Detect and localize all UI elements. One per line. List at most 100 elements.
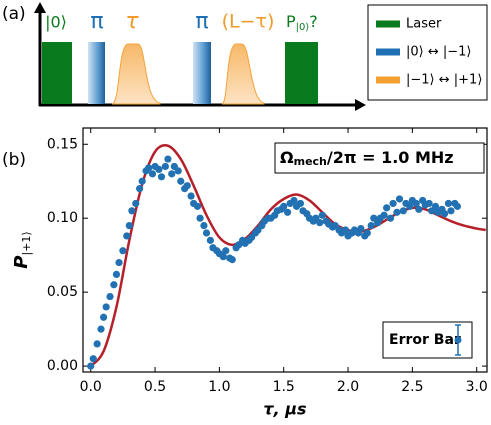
legend-label: |0⟩ ↔ |−1⟩ [406,45,472,60]
y-axis-label-main: P [11,256,32,269]
data-point [386,214,395,222]
data-point [283,208,292,216]
x-tick-label: 2.5 [401,379,423,395]
data-point [399,207,407,215]
data-point [290,196,298,205]
data-point [431,202,440,210]
pulse-label-end: ? [309,12,318,31]
data-point [280,202,288,210]
pulse-label: (L−τ) [222,11,275,33]
data-point [145,164,153,172]
mech-pulse [111,43,161,105]
data-point [115,258,123,267]
pulse-label: |0⟩ [45,13,67,32]
data-point [447,207,455,215]
y-tick-label: 0.10 [47,210,78,226]
data-point [193,202,202,210]
data-point [132,199,140,208]
data-point [389,199,397,208]
y-tick-label: 0.05 [47,284,78,300]
data-point [106,292,114,301]
laser-pulse [285,42,318,104]
pulse-label-main: P [286,12,296,31]
data-point [177,177,185,185]
data-point [148,170,157,178]
data-point [174,167,182,175]
data-point [110,281,118,289]
y-axis-label-sub: |+1⟩ [20,231,33,255]
legend-label: Laser [406,17,442,32]
pulse-label: π [90,9,103,34]
panel-a: (a) |0⟩ π τ π (L−τ) P|0⟩? Laser |0⟩ ↔ |−… [2,2,488,111]
data-point [383,204,391,212]
data-point [119,247,127,255]
data-point [219,253,227,261]
data-point [196,214,204,222]
data-point [395,195,404,203]
annotation-box [274,142,485,174]
data-point [228,256,236,264]
error-bar-label: Error Bar [389,332,461,348]
data-point [123,232,131,240]
data-point [125,222,133,230]
pulse-label: π [195,9,208,34]
x-tick-label: 0.5 [144,379,166,395]
data-point [168,170,176,178]
annotation-rest: /2π = 1.0 MHz [327,148,454,167]
data-point [164,155,172,163]
plot-frame [82,127,488,373]
data-point [155,165,163,174]
arrow-head [34,2,46,13]
y-axis-label: P|+1⟩ [11,231,33,268]
data-point [296,199,305,208]
data-point [440,210,449,218]
data-point [222,247,230,255]
data-point [138,177,146,185]
data-point [453,202,462,210]
x-tick-label: 1.0 [208,379,230,395]
mech-pulse [221,43,265,105]
x-tick-label: 3.0 [466,379,488,395]
pulse-label-sub: |0⟩ [296,22,310,33]
x-tick-label: 0.0 [80,379,102,395]
error-bar-point [454,336,462,344]
data-point [318,211,326,219]
annotation-sub: mech [294,155,327,168]
x-axis-label: τ, μs [263,400,306,419]
annotation: Ωmech/2π = 1.0 MHz [280,148,454,169]
mw-pulse [88,42,105,104]
data-point [415,205,423,213]
data-point [99,313,108,321]
data-point [200,222,208,230]
y-tick-label: 0.15 [47,136,78,152]
data-point [93,340,101,348]
data-point [380,211,388,219]
data-point [97,325,105,333]
x-tick-label: 2.0 [337,379,359,395]
x-tick-label: 1.5 [273,379,295,395]
data-point [187,192,195,200]
data-point [341,226,350,234]
panel-b: (b) τ, μs P|+1⟩ 0.0 0.5 1.0 1.5 2.0 2.5 3.0 0.0… [2,127,488,419]
legend-label: |−1⟩ ↔ |+1⟩ [406,73,482,88]
data-point [406,202,414,210]
laser-pulse [42,42,72,104]
annotation-main: Ω [280,148,294,167]
fit-line [89,144,486,367]
panel-label: (b) [2,150,26,170]
data-point [89,355,97,363]
data-point [367,222,375,230]
data-point [206,236,214,244]
data-point [112,270,121,278]
data-point [161,162,169,171]
data-point [202,229,211,237]
data-point [363,229,371,237]
data-point [183,182,191,190]
data-point [412,199,420,208]
data-point [444,199,453,208]
arrow-head [355,99,366,111]
panel-label: (a) [2,4,26,24]
data-point [357,224,365,233]
